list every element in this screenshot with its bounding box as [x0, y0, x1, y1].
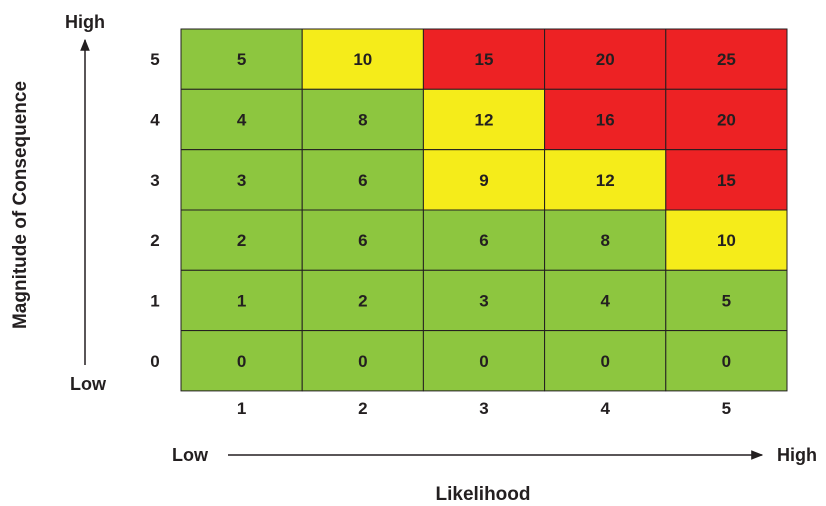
cell-value-label: 15 — [717, 171, 736, 190]
cell-value-label: 10 — [353, 50, 372, 69]
x-tick-label: 2 — [358, 399, 367, 418]
x-tick-label: 1 — [237, 399, 246, 418]
cell-value-label: 5 — [237, 50, 246, 69]
cell-value-label: 8 — [358, 111, 367, 130]
heatmap-cell — [301, 269, 424, 332]
x-tick-label: 5 — [722, 399, 731, 418]
heatmap-cell — [422, 149, 546, 211]
heatmap-cell — [544, 330, 667, 392]
cell-value-label: 20 — [717, 111, 736, 130]
cell-value-label: 6 — [479, 231, 488, 250]
cell-value-label: 6 — [358, 231, 367, 250]
y-axis-title: Magnitude of Consequence — [10, 81, 31, 329]
cell-value-label: 15 — [475, 50, 494, 69]
cell-value-label: 3 — [479, 292, 488, 311]
heatmap-cell — [665, 209, 788, 271]
cell-value-label: 6 — [358, 171, 367, 190]
heatmap-cell — [301, 28, 424, 90]
cell-value-label: 25 — [717, 50, 736, 69]
cell-value-label: 2 — [237, 231, 246, 250]
heatmap-cell — [180, 88, 303, 151]
heatmap-cell — [301, 209, 424, 271]
cell-value-label: 1 — [237, 292, 246, 311]
y-tick-label: 2 — [150, 231, 159, 250]
cell-value-label: 10 — [717, 231, 736, 250]
heatmap-cell — [422, 330, 546, 392]
heatmap-cell — [544, 149, 667, 211]
cell-value-label: 0 — [358, 352, 367, 371]
cell-value-label: 12 — [596, 171, 615, 190]
cell-value-label: 0 — [722, 352, 731, 371]
cell-value-label: 20 — [596, 50, 615, 69]
heatmap-cell — [665, 269, 788, 332]
heatmap-cell — [422, 88, 546, 151]
x-tick-labels: 1 2 3 4 5 — [237, 399, 731, 418]
y-tick-labels: 5 4 3 2 1 0 — [150, 50, 160, 371]
cell-value-label: 0 — [479, 352, 488, 371]
cell-value-label: 4 — [600, 292, 610, 311]
x-tick-label: 4 — [600, 399, 610, 418]
y-tick-label: 0 — [150, 352, 159, 371]
y-axis-high-label: High — [65, 12, 105, 32]
heatmap-cell — [301, 330, 424, 392]
cell-value-label: 12 — [475, 111, 494, 130]
heatmap-cell — [301, 149, 424, 211]
heatmap-cell — [422, 28, 546, 90]
heatmap-cell — [665, 88, 788, 151]
y-tick-label: 3 — [150, 171, 159, 190]
y-axis-low-label: Low — [70, 374, 107, 394]
cell-value-label: 2 — [358, 292, 367, 311]
cell-value-label: 0 — [237, 352, 246, 371]
x-tick-label: 3 — [479, 399, 488, 418]
x-axis-low-label: Low — [172, 445, 209, 465]
heatmap-cell — [665, 28, 788, 90]
heatmap-cell — [665, 330, 788, 392]
heatmap-cell — [180, 28, 303, 90]
x-axis-title: Likelihood — [436, 484, 531, 505]
cell-value-label: 4 — [237, 111, 247, 130]
heatmap-cell — [422, 269, 546, 332]
y-tick-label: 4 — [150, 111, 160, 130]
x-axis-high-label: High — [777, 445, 817, 465]
cell-value-label: 8 — [600, 231, 609, 250]
heatmap-cell — [544, 28, 667, 90]
cell-value-label: 0 — [600, 352, 609, 371]
heatmap-cell — [422, 209, 546, 271]
heatmap-cell — [544, 209, 667, 271]
y-tick-label: 5 — [150, 50, 159, 69]
heatmap-cell — [180, 269, 303, 332]
cell-value-label: 3 — [237, 171, 246, 190]
heatmap-cell — [180, 209, 303, 271]
heatmap-cells: 5 10 15 20 254 8 12 16 203 6 9 12 152 6 6 8 101 2 3 4 50 0 0 0 0 — [180, 28, 788, 392]
heatmap-cell — [665, 149, 788, 211]
cell-value-label: 5 — [722, 292, 731, 311]
y-tick-label: 1 — [150, 292, 159, 311]
cell-value-label: 9 — [479, 171, 488, 190]
cell-value-label: 16 — [596, 111, 615, 130]
